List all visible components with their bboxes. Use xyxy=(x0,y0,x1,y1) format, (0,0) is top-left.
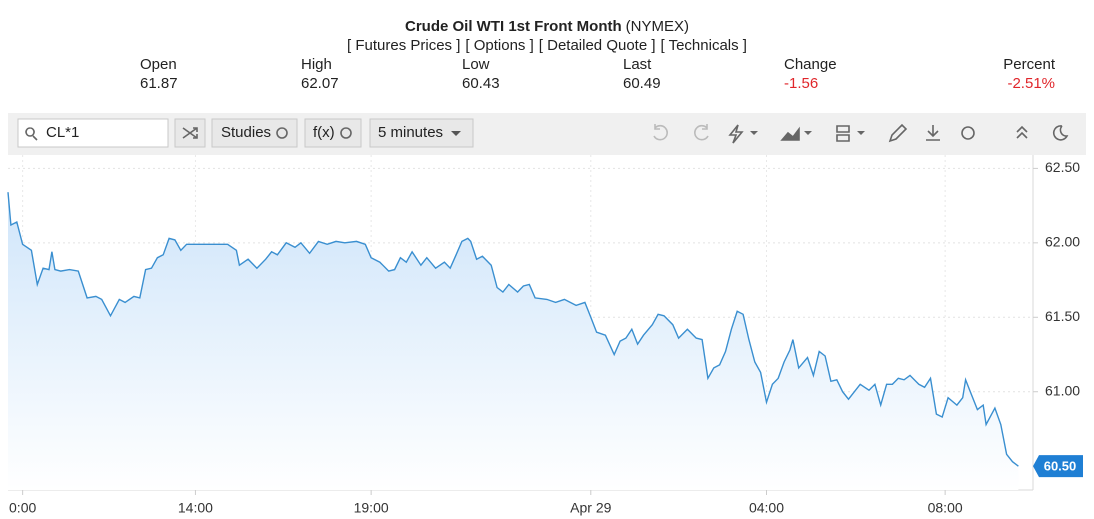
x-tick-label: 0:00 xyxy=(9,500,36,516)
theme[interactable] xyxy=(1052,125,1069,141)
quote-value: 62.07 xyxy=(301,75,339,92)
quote-value: 61.87 xyxy=(140,75,178,92)
area xyxy=(8,192,1019,490)
title-main: Crude Oil WTI 1st Front Month xyxy=(405,18,622,35)
link[interactable]: [ Technicals ] xyxy=(661,37,747,54)
fx-label[interactable]: f(x) xyxy=(313,124,335,141)
quote-value: 60.43 xyxy=(462,75,500,92)
quote: Open 61.87 High 62.07 Low 60.43 Last 60.49 Chang… xyxy=(140,56,1056,92)
studies-plus xyxy=(276,127,288,139)
title: Crude Oil WTI 1st Front Month (NYMEX) xyxy=(405,18,689,35)
fx-plus xyxy=(340,127,352,139)
x-tick-label: Apr 29 xyxy=(570,500,611,516)
x-tick-label: 19:00 xyxy=(354,500,389,516)
link[interactable]: [ Futures Prices ] xyxy=(347,37,460,54)
symbol[interactable]: CL*1 xyxy=(46,124,79,141)
quote-label: Low xyxy=(462,56,490,73)
x-tick-label: 04:00 xyxy=(749,500,784,516)
y-tick-label: 62.50 xyxy=(1045,159,1080,175)
collapse[interactable] xyxy=(1016,125,1028,139)
quote-value: -2.51% xyxy=(1007,75,1055,92)
compare-icon xyxy=(182,127,198,139)
interval-label[interactable]: 5 minutes xyxy=(378,124,443,141)
chart-type[interactable] xyxy=(780,126,800,141)
y-tick-label: 61.50 xyxy=(1045,308,1080,324)
quote-label: High xyxy=(301,56,332,73)
link[interactable]: [ Detailed Quote ] xyxy=(539,37,656,54)
quote-label: Open xyxy=(140,56,177,73)
studies-button[interactable] xyxy=(211,118,298,148)
interval-caret xyxy=(451,131,461,136)
title-exchange: (NYMEX) xyxy=(626,18,689,35)
price-line xyxy=(7,192,1019,467)
x-tick-label: 14:00 xyxy=(178,500,213,516)
links: [ Futures Prices ] [ Options ] [ Detailed … xyxy=(347,37,747,54)
undo[interactable] xyxy=(653,124,668,141)
pen[interactable] xyxy=(888,123,908,143)
link[interactable]: [ Options ] xyxy=(465,37,533,54)
quote-label: Last xyxy=(623,56,652,73)
toolbar-icons xyxy=(653,123,1069,144)
search-icon xyxy=(25,127,38,141)
toolbar xyxy=(8,113,1086,155)
layout[interactable] xyxy=(836,125,850,142)
quote-label: Change xyxy=(784,56,837,73)
y-tick-label: 62.00 xyxy=(1045,234,1080,250)
settings[interactable] xyxy=(961,126,975,140)
last-price-label: 60.50 xyxy=(1044,459,1077,474)
y-tick-label: 61.00 xyxy=(1045,382,1080,398)
download[interactable] xyxy=(926,125,940,141)
x-tick-label: 08:00 xyxy=(928,500,963,516)
quote-value: -1.56 xyxy=(784,75,818,92)
draw-tool[interactable] xyxy=(728,124,744,144)
carets xyxy=(750,131,865,135)
quote-label: Percent xyxy=(1003,56,1056,73)
symbol-box[interactable] xyxy=(17,118,169,148)
redo[interactable] xyxy=(694,124,709,141)
quote-value: 60.49 xyxy=(623,75,661,92)
studies-label[interactable]: Studies xyxy=(221,124,271,141)
last-price-tag xyxy=(1033,455,1083,478)
